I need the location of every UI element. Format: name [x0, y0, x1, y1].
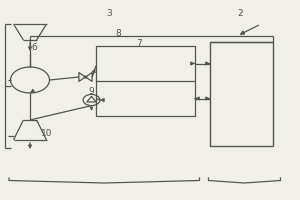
Text: 7: 7: [136, 40, 142, 48]
Text: 6: 6: [32, 44, 38, 52]
Text: 8: 8: [116, 29, 122, 38]
Text: 10: 10: [41, 129, 52, 138]
Circle shape: [84, 76, 87, 78]
Bar: [96, 46, 195, 116]
Text: 2: 2: [237, 8, 243, 18]
Text: 9: 9: [88, 88, 94, 97]
Text: 3: 3: [106, 8, 112, 18]
Bar: [210, 42, 273, 146]
